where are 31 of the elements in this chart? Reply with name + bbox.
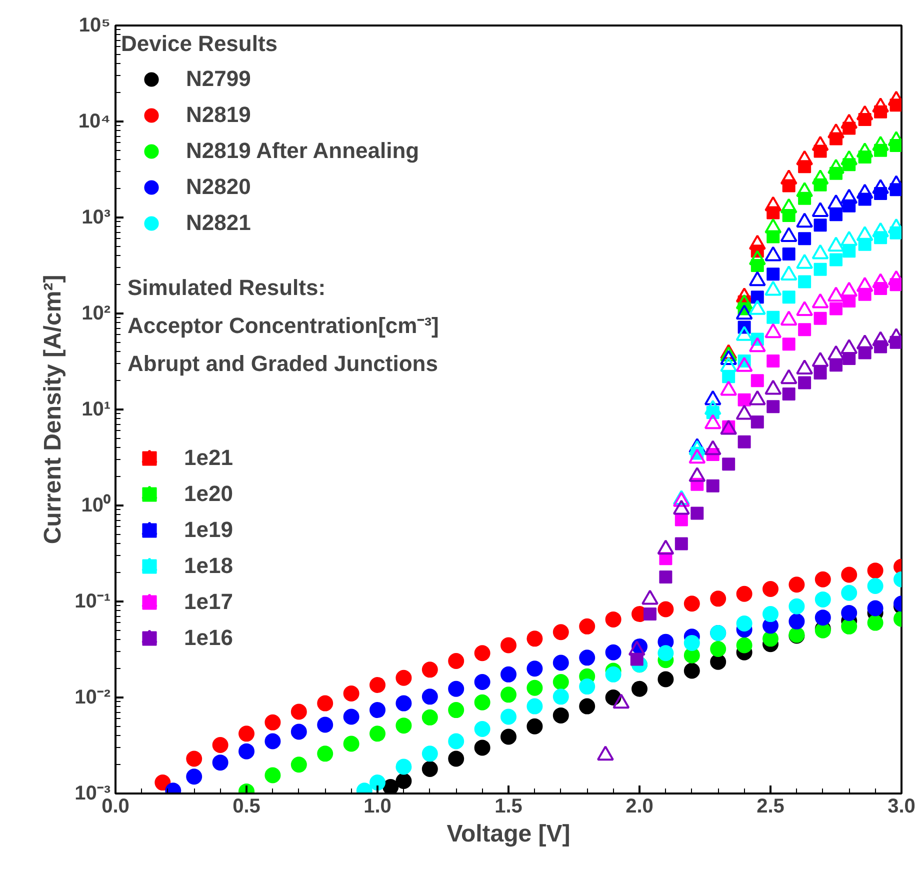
x-tick-label: 2.0 — [626, 796, 654, 818]
y-tick-label: 10³ — [82, 206, 111, 228]
legend-title: Device Results — [121, 31, 279, 57]
y-tick-label: 10⁴ — [78, 110, 110, 132]
y-axis-title: Current Density [A/cm²] — [40, 274, 67, 544]
annotation: Acceptor Concentration[cm⁻³] — [128, 313, 439, 338]
x-tick-label: 0.5 — [232, 796, 260, 818]
y-tick-label: 10² — [82, 302, 111, 324]
y-tick-label: 10¹ — [82, 398, 111, 420]
x-axis-title: Voltage [V] — [446, 820, 570, 848]
y-tick-label: 10⁵ — [78, 14, 110, 36]
legend-label: 1e18 — [184, 552, 233, 580]
x-tick-label: 1.5 — [494, 796, 522, 818]
y-tick-label: 10⁻² — [74, 686, 111, 708]
x-tick-label: 2.5 — [756, 796, 784, 818]
legend-label: N2819 After Annealing — [186, 137, 420, 165]
x-tick-label: 1.0 — [364, 796, 392, 818]
legend-label: 1e21 — [184, 444, 233, 472]
x-tick-label: 3.0 — [888, 796, 916, 818]
y-tick-label: 10⁻¹ — [74, 590, 111, 612]
annotation: Abrupt and Graded Junctions — [128, 351, 438, 376]
legend-label: 1e17 — [184, 588, 233, 616]
legend-label: 1e16 — [184, 624, 233, 652]
y-tick-label: 10⁰ — [81, 494, 111, 516]
legend-label: 1e20 — [184, 480, 233, 508]
annotation: Simulated Results: — [128, 275, 326, 300]
legend-label: 1e19 — [184, 516, 233, 544]
legend-label: N2819 — [186, 101, 251, 129]
legend-label: N2799 — [186, 65, 251, 93]
legend-label: N2821 — [186, 209, 251, 237]
legend-label: N2820 — [186, 173, 251, 201]
